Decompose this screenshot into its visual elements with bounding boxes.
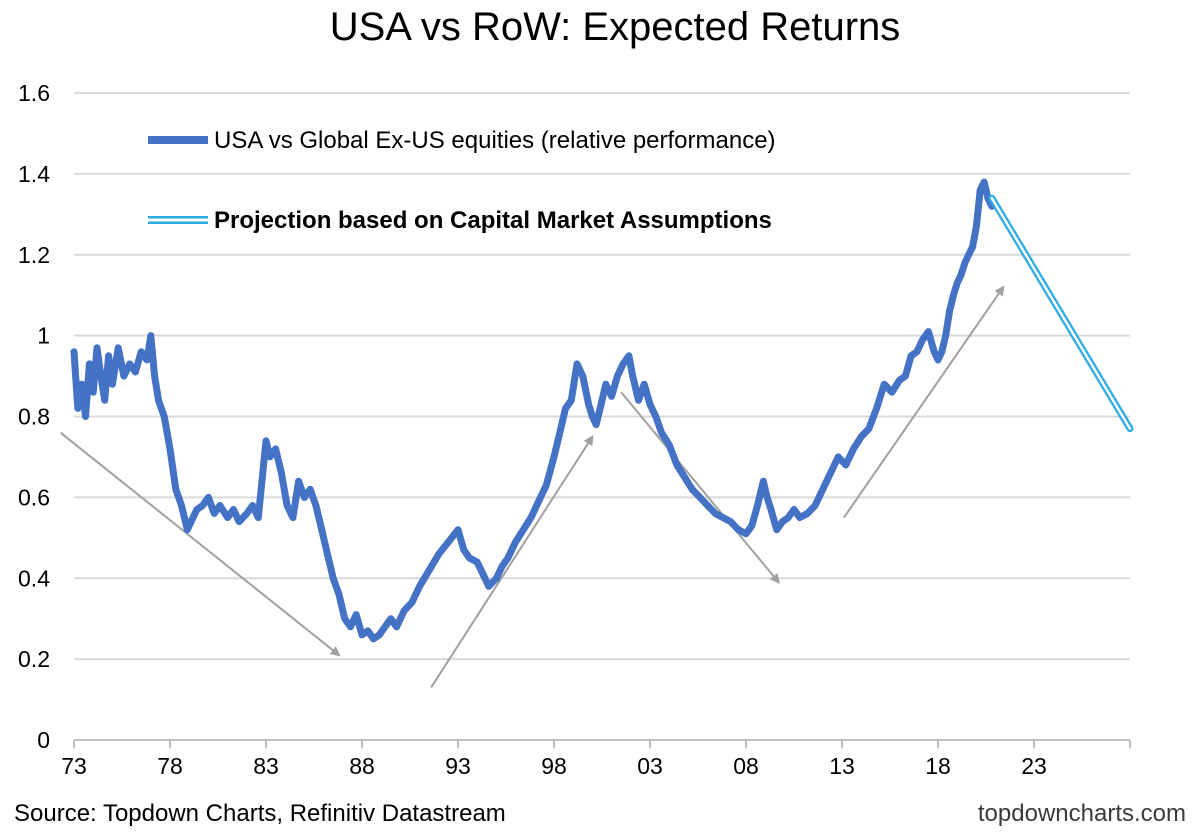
legend-label-main-series: USA vs Global Ex-US equities (relative p…	[214, 127, 776, 154]
legend-label-projection: Projection based on Capital Market Assum…	[214, 207, 772, 234]
x-tick-label: 23	[1021, 753, 1047, 779]
x-tick-label: 93	[445, 753, 471, 779]
series-line-projection-inner	[990, 196, 1132, 430]
grid-lines	[74, 92, 1130, 661]
x-axis: 73 78 83 88 93 98 03 08 13 18 23	[61, 739, 1131, 779]
x-tick-label: 18	[925, 753, 951, 779]
x-tick-label: 78	[157, 753, 183, 779]
y-tick-label: 1.2	[18, 242, 50, 268]
series-line-main	[70, 178, 996, 643]
x-tick-label: 13	[829, 753, 855, 779]
trend-arrow	[59, 431, 341, 657]
y-tick-label: 1	[37, 323, 50, 349]
y-tick-label: 0	[37, 727, 50, 753]
watermark: topdowncharts.com	[978, 800, 1186, 827]
x-tick-label: 73	[61, 753, 87, 779]
legend: USA vs Global Ex-US equities (relative p…	[148, 127, 776, 234]
x-tick-label: 98	[541, 753, 567, 779]
trend-arrow	[843, 285, 1005, 519]
y-tick-label: 0.6	[18, 484, 50, 510]
chart-title: USA vs RoW: Expected Returns	[330, 5, 901, 49]
y-tick-label: 1.6	[18, 80, 50, 106]
series-lines	[70, 178, 1134, 643]
x-tick-label: 03	[637, 753, 663, 779]
y-tick-label: 0.2	[18, 646, 50, 672]
y-tick-label: 0.4	[18, 565, 50, 591]
trend-arrows	[59, 285, 1005, 688]
y-tick-label: 0.8	[18, 404, 50, 430]
source-note: Source: Topdown Charts, Refinitiv Datast…	[14, 800, 506, 827]
x-tick-label: 83	[253, 753, 279, 779]
x-tick-label: 88	[349, 753, 375, 779]
trend-arrow	[430, 435, 594, 688]
trend-arrow	[620, 391, 780, 584]
y-axis-ticks: 0 0.2 0.4 0.6 0.8 1 1.2 1.4 1.6	[18, 80, 50, 753]
x-tick-label: 08	[733, 753, 759, 779]
y-tick-label: 1.4	[18, 161, 50, 187]
